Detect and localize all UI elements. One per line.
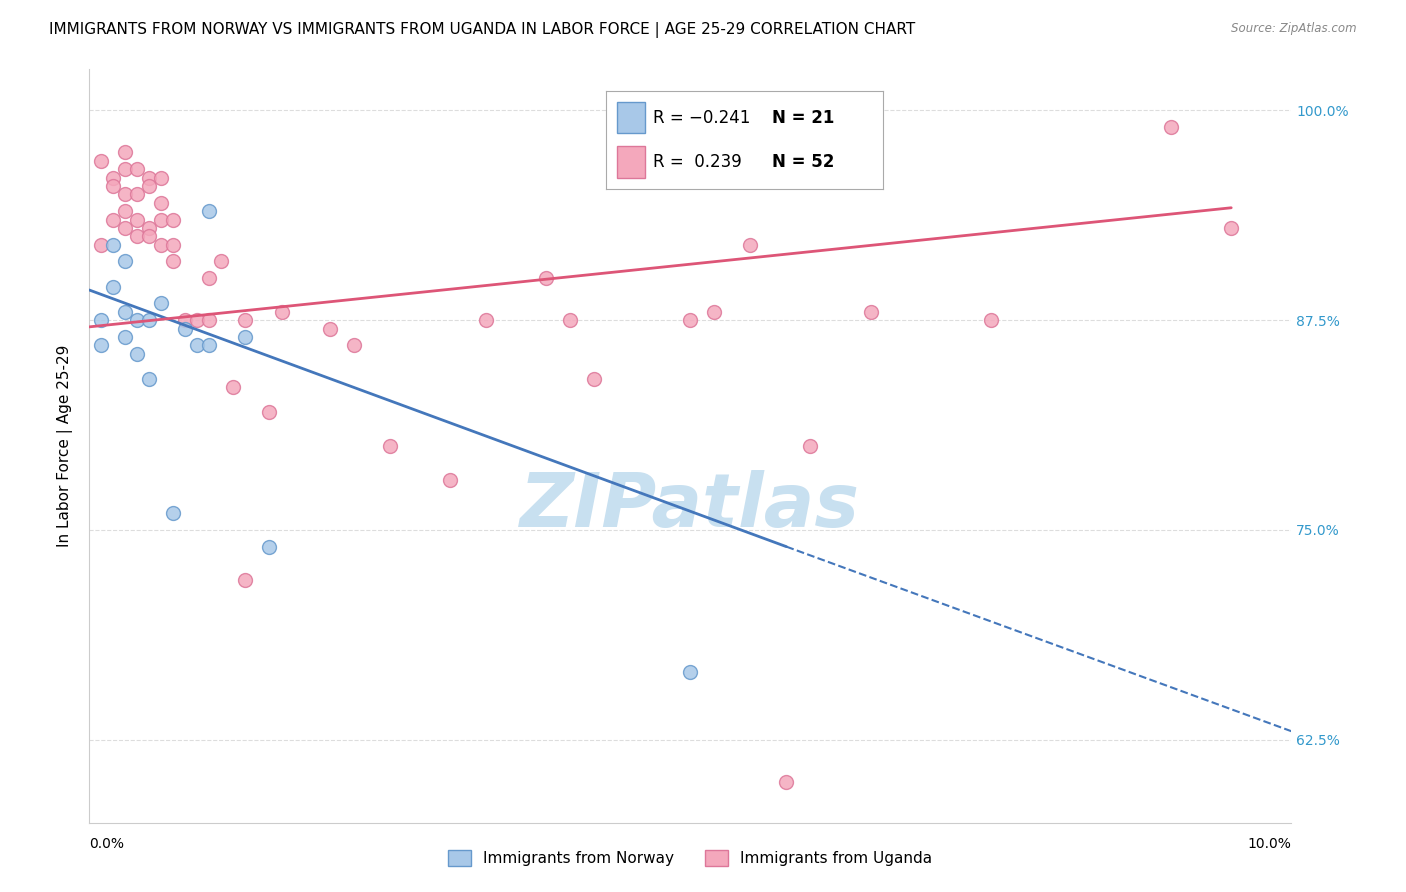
Point — [127, 313, 149, 327]
Point — [186, 338, 208, 352]
Point — [114, 330, 136, 344]
Bar — [617, 102, 645, 134]
Point — [980, 313, 1002, 327]
Point — [799, 439, 821, 453]
Text: 10.0%: 10.0% — [1247, 837, 1291, 851]
Point — [103, 212, 125, 227]
Point — [1160, 120, 1182, 135]
Point — [138, 220, 160, 235]
Point — [222, 380, 245, 394]
Text: N = 21: N = 21 — [772, 109, 834, 127]
Point — [235, 573, 257, 587]
Point — [318, 321, 340, 335]
Point — [775, 875, 797, 889]
Point — [775, 774, 797, 789]
Point — [114, 145, 136, 160]
Text: ZIPatlas: ZIPatlas — [520, 470, 860, 543]
Point — [138, 178, 160, 193]
Point — [198, 204, 221, 219]
Point — [703, 305, 725, 319]
Legend: Immigrants from Norway, Immigrants from Uganda: Immigrants from Norway, Immigrants from … — [441, 844, 938, 872]
Point — [558, 313, 581, 327]
Point — [127, 212, 149, 227]
Point — [162, 254, 184, 268]
Point — [138, 372, 160, 386]
Point — [174, 313, 197, 327]
Point — [114, 305, 136, 319]
Point — [127, 187, 149, 202]
Point — [740, 237, 762, 252]
Point — [103, 237, 125, 252]
Point — [583, 372, 606, 386]
Point — [90, 237, 112, 252]
Point — [150, 195, 173, 210]
Point — [103, 178, 125, 193]
Point — [114, 204, 136, 219]
Point — [679, 665, 702, 680]
Point — [138, 229, 160, 244]
Point — [475, 313, 498, 327]
Point — [209, 254, 232, 268]
Point — [138, 313, 160, 327]
Point — [127, 229, 149, 244]
Point — [270, 305, 292, 319]
Point — [534, 271, 557, 285]
Point — [90, 313, 112, 327]
Point — [127, 347, 149, 361]
Point — [859, 305, 882, 319]
Point — [259, 540, 281, 554]
Point — [150, 296, 173, 310]
Point — [198, 271, 221, 285]
Point — [103, 170, 125, 185]
Text: IMMIGRANTS FROM NORWAY VS IMMIGRANTS FROM UGANDA IN LABOR FORCE | AGE 25-29 CORR: IMMIGRANTS FROM NORWAY VS IMMIGRANTS FRO… — [49, 22, 915, 38]
Point — [114, 162, 136, 177]
Text: Source: ZipAtlas.com: Source: ZipAtlas.com — [1232, 22, 1357, 36]
Point — [114, 254, 136, 268]
Point — [259, 405, 281, 419]
Point — [378, 439, 401, 453]
Point — [198, 338, 221, 352]
Point — [186, 313, 208, 327]
Point — [150, 237, 173, 252]
Point — [198, 313, 221, 327]
Point — [439, 473, 461, 487]
Point — [103, 279, 125, 293]
Y-axis label: In Labor Force | Age 25-29: In Labor Force | Age 25-29 — [58, 345, 73, 547]
Text: R = −0.241: R = −0.241 — [654, 109, 751, 127]
Bar — [617, 146, 645, 178]
Point — [150, 170, 173, 185]
Point — [138, 170, 160, 185]
Point — [127, 162, 149, 177]
Point — [90, 338, 112, 352]
Text: N = 52: N = 52 — [772, 153, 834, 171]
Text: 0.0%: 0.0% — [89, 837, 124, 851]
Point — [235, 330, 257, 344]
Point — [235, 313, 257, 327]
Point — [162, 212, 184, 227]
Point — [114, 220, 136, 235]
Point — [174, 321, 197, 335]
Point — [114, 187, 136, 202]
Point — [162, 237, 184, 252]
Text: R =  0.239: R = 0.239 — [654, 153, 742, 171]
Point — [1220, 220, 1243, 235]
Point — [679, 313, 702, 327]
Point — [150, 212, 173, 227]
Point — [90, 153, 112, 168]
Point — [343, 338, 366, 352]
Point — [162, 506, 184, 520]
